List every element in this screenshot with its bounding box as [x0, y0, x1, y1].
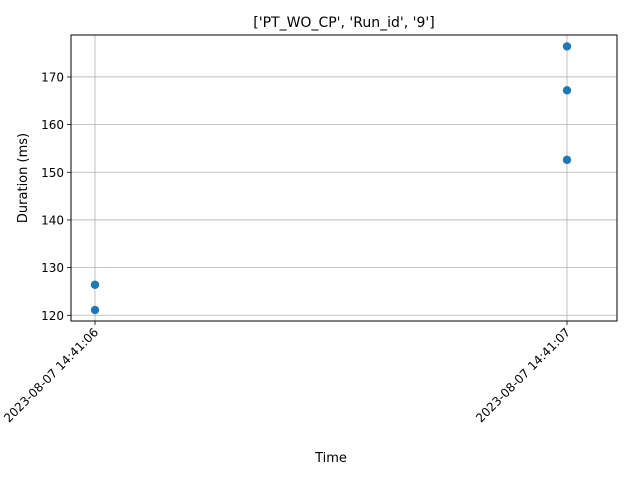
- grid: [71, 35, 617, 321]
- data-point: [562, 42, 572, 51]
- data-point: [562, 86, 572, 95]
- y-tick-label: 170: [41, 70, 64, 84]
- y-tick-label: 160: [41, 118, 64, 132]
- y-axis: 120 130 140 150 160 170: [41, 70, 71, 323]
- data-point: [90, 280, 100, 289]
- plot-frame: [70, 34, 618, 322]
- y-tick-label: 140: [41, 213, 64, 227]
- data-point: [562, 155, 572, 165]
- y-tick-label: 120: [41, 309, 64, 323]
- data-points: [90, 42, 572, 315]
- x-axis-label: Time: [314, 451, 347, 466]
- y-axis-label: Duration (ms): [16, 133, 31, 223]
- y-tick-label: 150: [41, 166, 64, 180]
- chart-title: ['PT_WO_CP', 'Run_id', '9']: [253, 15, 434, 31]
- data-point: [90, 305, 100, 315]
- y-tick-label: 130: [41, 261, 64, 275]
